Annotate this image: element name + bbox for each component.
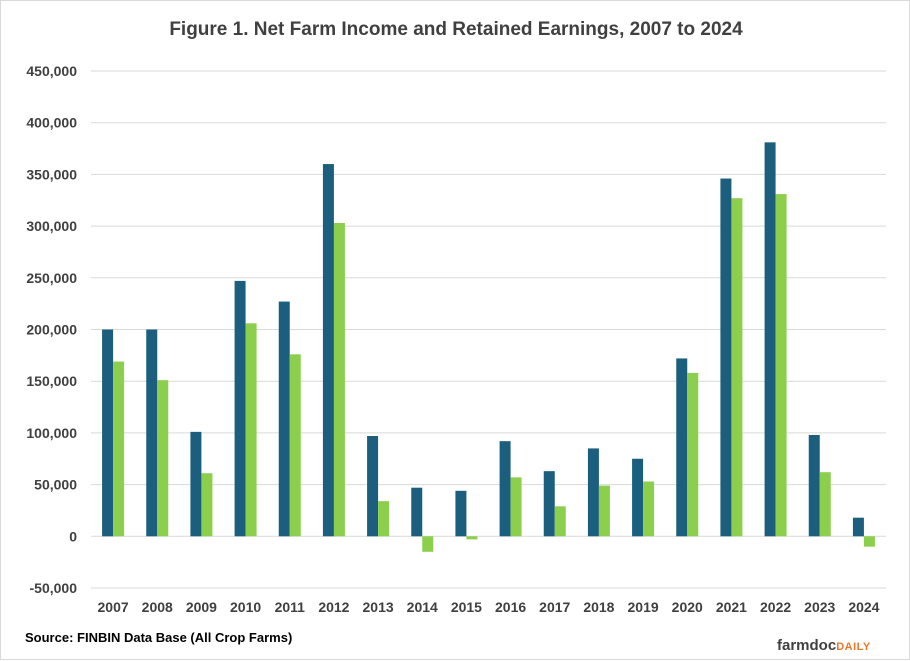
bar <box>378 501 390 537</box>
bar <box>322 164 334 537</box>
bar <box>146 329 158 537</box>
y-tick-label: 200,000 <box>26 322 77 338</box>
x-tick-label: 2024 <box>848 599 879 615</box>
bar <box>554 506 566 537</box>
bar <box>764 142 776 537</box>
y-tick-label: 400,000 <box>26 115 77 131</box>
y-tick-label: 350,000 <box>26 166 77 182</box>
y-tick-label: 300,000 <box>26 218 77 234</box>
x-tick-label: 2013 <box>363 599 394 615</box>
x-tick-label: 2017 <box>539 599 570 615</box>
chart-title: Figure 1. Net Farm Income and Retained E… <box>169 19 743 40</box>
x-tick-label: 2020 <box>672 599 703 615</box>
bar <box>289 354 301 537</box>
bar <box>367 436 379 537</box>
bar <box>234 280 246 537</box>
bar <box>775 194 787 537</box>
x-tick-label: 2008 <box>142 599 173 615</box>
bar <box>819 472 831 537</box>
bar <box>643 481 655 537</box>
x-tick-label: 2016 <box>495 599 526 615</box>
brand-accent: DAILY <box>836 641 871 653</box>
x-tick-label: 2021 <box>716 599 747 615</box>
y-tick-label: 0 <box>69 528 77 544</box>
bar <box>455 490 467 537</box>
bar <box>720 178 732 537</box>
bar <box>852 517 864 537</box>
bar <box>598 485 610 537</box>
x-tick-label: 2014 <box>407 599 438 615</box>
bar <box>102 329 114 537</box>
source-note: Source: FINBIN Data Base (All Crop Farms… <box>25 630 293 645</box>
x-tick-label: 2012 <box>318 599 349 615</box>
bar <box>731 198 743 537</box>
bar <box>676 358 688 537</box>
bar <box>543 471 555 537</box>
x-tick-label: 2015 <box>451 599 482 615</box>
bar <box>808 434 820 537</box>
x-tick-label: 2010 <box>230 599 261 615</box>
bar <box>113 361 125 537</box>
bar <box>278 301 290 537</box>
bar <box>510 477 522 537</box>
brand-logo: farmdocDAILY <box>777 637 871 654</box>
bar <box>333 222 345 537</box>
bar <box>422 536 434 552</box>
bar <box>157 380 169 537</box>
bar <box>411 487 423 537</box>
x-tick-label: 2018 <box>583 599 614 615</box>
bar <box>190 431 202 537</box>
bar <box>499 441 511 537</box>
y-tick-label: 450,000 <box>26 63 77 79</box>
y-tick-label: 250,000 <box>26 270 77 286</box>
y-tick-label: 50,000 <box>34 477 77 493</box>
x-tick-label: 2009 <box>186 599 217 615</box>
bar <box>466 536 478 540</box>
x-tick-label: 2019 <box>628 599 659 615</box>
bar <box>587 448 599 537</box>
brand-name: farmdoc <box>777 637 837 654</box>
x-tick-label: 2023 <box>804 599 835 615</box>
bar <box>687 372 699 537</box>
bar <box>632 458 644 537</box>
x-tick-label: 2007 <box>98 599 129 615</box>
y-tick-label: 100,000 <box>26 425 77 441</box>
y-tick-label: -50,000 <box>30 580 78 596</box>
x-tick-label: 2022 <box>760 599 791 615</box>
bar <box>201 473 213 537</box>
x-tick-label: 2011 <box>275 599 306 615</box>
bar <box>863 536 875 547</box>
y-tick-label: 150,000 <box>26 373 77 389</box>
bar <box>245 323 257 537</box>
